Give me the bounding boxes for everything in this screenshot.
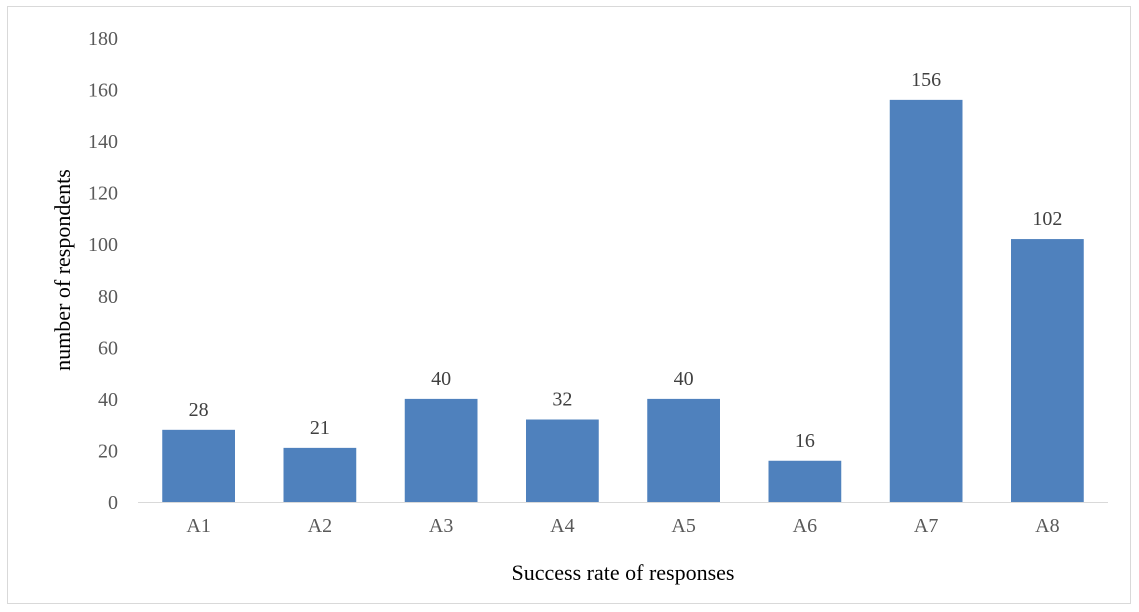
data-label-a3: 40: [431, 368, 451, 390]
bar-a4: [526, 419, 599, 502]
data-label-a5: 40: [674, 368, 694, 390]
data-label-a4: 32: [552, 389, 572, 411]
x-tick-label: A6: [793, 515, 817, 537]
y-tick-label: 160: [88, 80, 118, 102]
y-tick-label: 0: [108, 492, 118, 514]
bar-a8: [1011, 239, 1084, 503]
y-tick-label: 60: [98, 337, 118, 359]
y-tick-label: 80: [98, 286, 118, 308]
x-axis-title: Success rate of responses: [512, 560, 735, 585]
y-axis-ticks: 0 20 40 60 80 100 120 140 160 180: [88, 28, 118, 514]
data-label-a1: 28: [189, 399, 209, 421]
y-tick-label: 140: [88, 131, 118, 153]
bars: [162, 99, 1084, 503]
data-labels: 28 21 40 32 40 16 156 102: [189, 69, 1063, 452]
data-label-a8: 102: [1032, 208, 1062, 230]
y-tick-label: 100: [88, 234, 118, 256]
x-tick-label: A3: [429, 515, 453, 537]
x-axis-ticks: A1 A2 A3 A4 A5 A6 A7 A8: [186, 515, 1059, 537]
y-axis-title: number of respondents: [50, 169, 75, 371]
bar-a3: [404, 398, 478, 502]
data-label-a2: 21: [310, 417, 330, 439]
bar-a6: [768, 460, 842, 502]
x-tick-label: A2: [308, 515, 332, 537]
bar-a1: [162, 429, 235, 502]
x-tick-label: A1: [186, 515, 210, 537]
y-tick-label: 40: [98, 389, 118, 411]
x-tick-label: A4: [550, 515, 574, 537]
y-tick-label: 20: [98, 440, 118, 462]
y-tick-label: 180: [88, 28, 118, 50]
bar-a2: [283, 447, 357, 502]
data-label-a6: 16: [795, 430, 815, 452]
data-label-a7: 156: [911, 69, 941, 91]
x-tick-label: A5: [671, 515, 695, 537]
bar-a7: [889, 99, 963, 502]
x-tick-label: A8: [1035, 515, 1059, 537]
y-tick-label: 120: [88, 183, 118, 205]
x-tick-label: A7: [914, 515, 938, 537]
bar-a5: [647, 398, 720, 502]
